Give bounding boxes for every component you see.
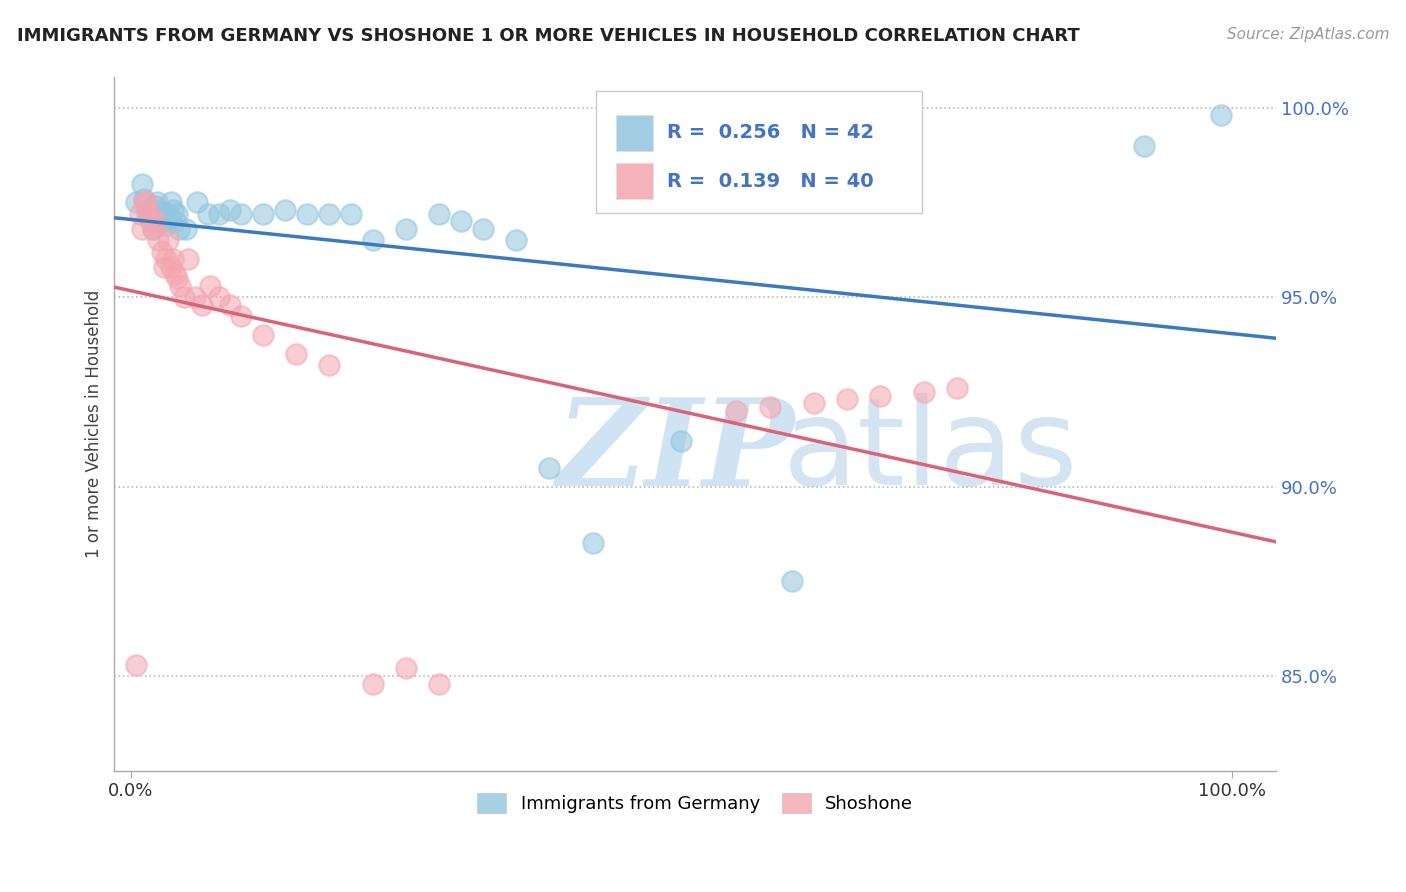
Point: [131, 177, 153, 191]
Legend: Immigrants from Germany, Shoshone: Immigrants from Germany, Shoshone: [467, 782, 924, 824]
Point: [143, 199, 166, 213]
Point: [139, 214, 162, 228]
Point: [295, 207, 318, 221]
Point: [159, 195, 181, 210]
Text: R =  0.139   N = 40: R = 0.139 N = 40: [668, 172, 875, 191]
Point: [361, 233, 384, 247]
FancyBboxPatch shape: [616, 163, 654, 200]
Point: [758, 400, 780, 414]
Point: [173, 290, 195, 304]
Point: [153, 260, 176, 274]
Point: [134, 192, 156, 206]
Point: [162, 202, 184, 217]
Point: [252, 207, 274, 221]
Point: [835, 392, 858, 407]
Point: [169, 278, 191, 293]
Text: R =  0.256   N = 42: R = 0.256 N = 42: [668, 123, 875, 143]
Point: [208, 290, 231, 304]
Point: [150, 211, 173, 225]
Point: [136, 207, 159, 221]
Text: IMMIGRANTS FROM GERMANY VS SHOSHONE 1 OR MORE VEHICLES IN HOUSEHOLD CORRELATION : IMMIGRANTS FROM GERMANY VS SHOSHONE 1 OR…: [17, 27, 1080, 45]
Point: [155, 252, 177, 267]
Y-axis label: 1 or more Vehicles in Household: 1 or more Vehicles in Household: [86, 290, 103, 558]
Point: [125, 657, 148, 672]
Point: [395, 222, 418, 236]
Point: [318, 207, 340, 221]
Point: [252, 328, 274, 343]
Point: [138, 202, 160, 217]
Point: [1209, 108, 1232, 122]
Point: [186, 195, 208, 210]
Point: [163, 214, 186, 228]
Point: [157, 233, 180, 247]
Point: [945, 381, 967, 395]
Point: [219, 298, 242, 312]
Point: [538, 460, 561, 475]
Point: [200, 278, 222, 293]
Point: [229, 207, 252, 221]
Point: [131, 222, 153, 236]
Point: [318, 359, 340, 373]
Point: [142, 222, 165, 236]
Text: ZIP: ZIP: [555, 392, 794, 511]
Point: [169, 222, 191, 236]
FancyBboxPatch shape: [596, 91, 922, 212]
Point: [869, 389, 891, 403]
Point: [803, 396, 825, 410]
Point: [229, 309, 252, 323]
Point: [427, 207, 450, 221]
Point: [197, 207, 219, 221]
Point: [128, 207, 150, 221]
Point: [274, 202, 297, 217]
Point: [143, 214, 166, 228]
Point: [135, 195, 157, 210]
Point: [219, 202, 242, 217]
Point: [138, 207, 160, 221]
Point: [340, 207, 363, 221]
Point: [134, 195, 156, 210]
Point: [177, 252, 200, 267]
Point: [780, 574, 803, 589]
Point: [142, 222, 165, 236]
Point: [159, 260, 181, 274]
FancyBboxPatch shape: [616, 115, 654, 151]
Point: [162, 252, 184, 267]
Point: [671, 434, 693, 449]
Point: [361, 676, 384, 690]
Point: [155, 218, 177, 232]
Text: Source: ZipAtlas.com: Source: ZipAtlas.com: [1226, 27, 1389, 42]
Point: [157, 207, 180, 221]
Point: [472, 222, 495, 236]
Point: [139, 214, 162, 228]
Point: [505, 233, 527, 247]
Point: [725, 404, 748, 418]
Point: [582, 536, 605, 550]
Point: [163, 268, 186, 282]
Point: [191, 298, 214, 312]
Point: [1133, 138, 1156, 153]
Point: [184, 290, 207, 304]
Point: [148, 233, 170, 247]
Point: [125, 195, 148, 210]
Point: [427, 676, 450, 690]
Point: [146, 195, 169, 210]
Point: [395, 661, 418, 675]
Point: [166, 207, 188, 221]
Point: [285, 347, 308, 361]
Text: atlas: atlas: [782, 393, 1078, 510]
Point: [174, 222, 197, 236]
Point: [148, 202, 170, 217]
Point: [166, 271, 188, 285]
Point: [150, 244, 173, 259]
Point: [153, 214, 176, 228]
Point: [450, 214, 472, 228]
Point: [912, 384, 935, 399]
Point: [208, 207, 231, 221]
